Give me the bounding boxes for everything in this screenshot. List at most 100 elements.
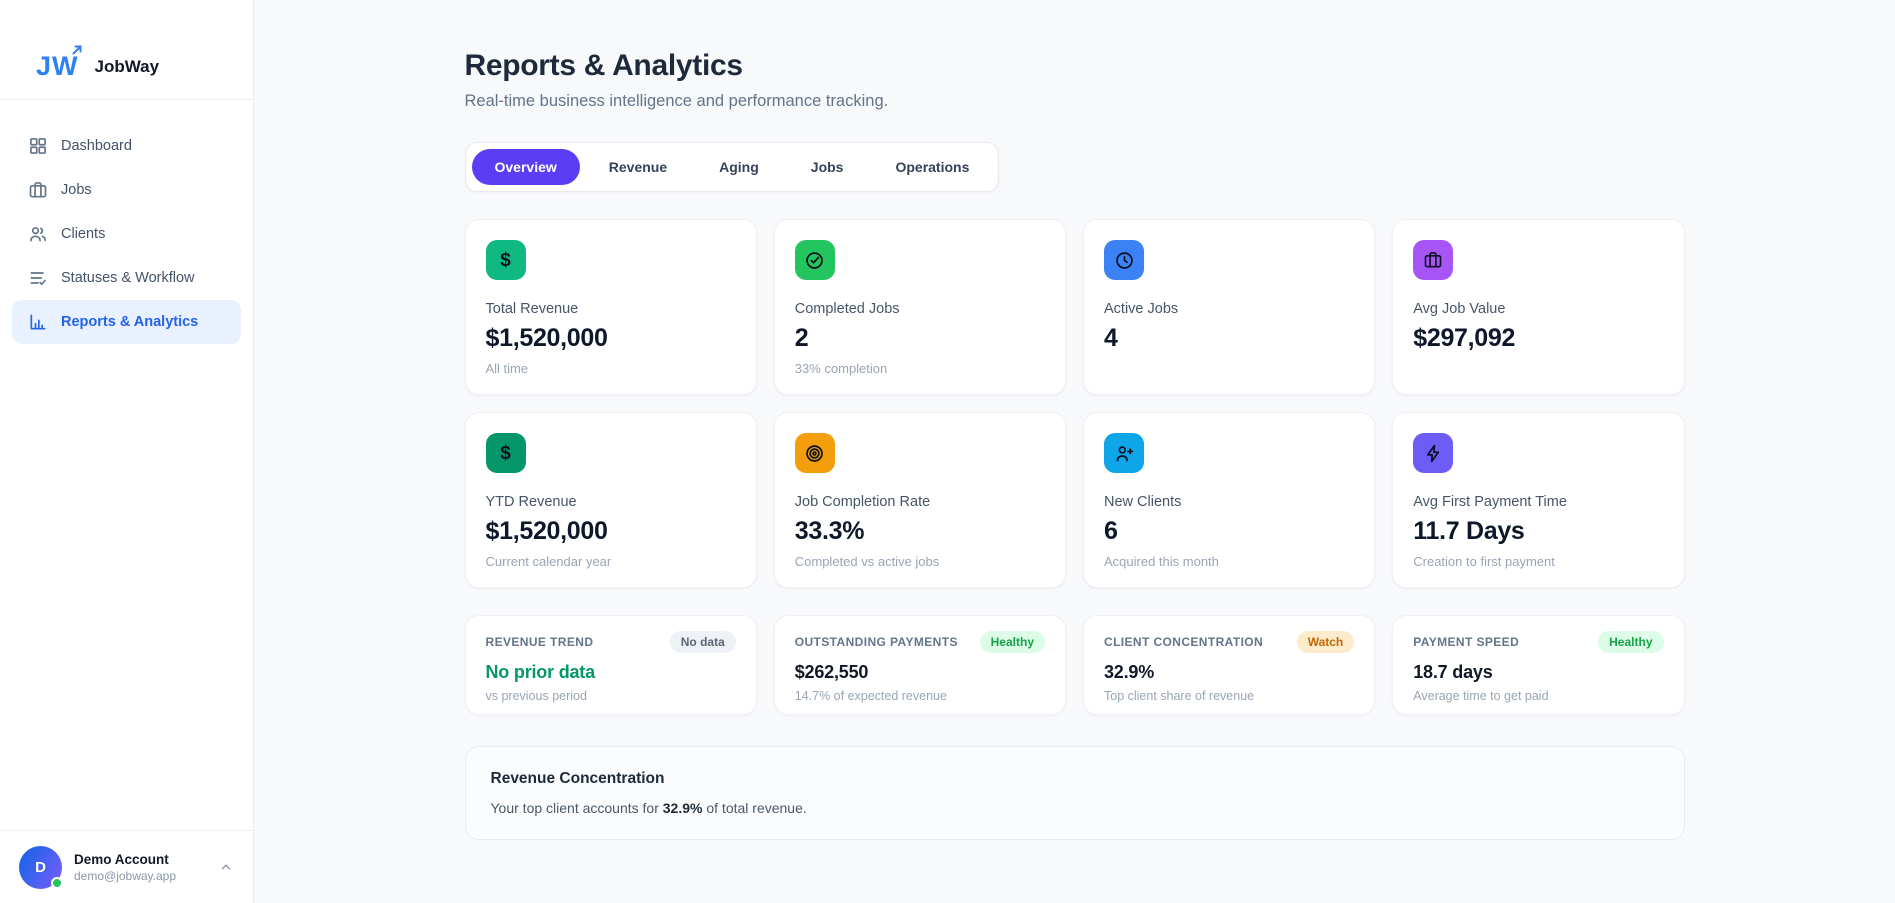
list-check-icon xyxy=(28,268,48,288)
stat-card-active-jobs: Active Jobs 4 xyxy=(1083,219,1376,395)
sidebar-divider xyxy=(0,99,253,100)
stat-card-ytd-revenue: $ YTD Revenue $1,520,000 Current calenda… xyxy=(464,412,757,588)
kpi-card-outstanding-payments: OUTSTANDING PAYMENTS Healthy $262,550 14… xyxy=(773,615,1066,715)
sidebar-item-statuses-workflow[interactable]: Statuses & Workflow xyxy=(12,256,241,300)
tab-jobs[interactable]: Jobs xyxy=(788,149,867,185)
chevron-up-icon[interactable] xyxy=(219,860,233,874)
stat-caption: Creation to first payment xyxy=(1413,554,1555,569)
sidebar-item-clients[interactable]: Clients xyxy=(12,212,241,256)
sidebar-nav: Dashboard Jobs Clients Statuses & Workfl… xyxy=(0,100,253,344)
account-name: Demo Account xyxy=(74,851,169,867)
stat-card-total-revenue: $ Total Revenue $1,520,000 All time xyxy=(464,219,757,395)
stat-value: 4 xyxy=(1104,324,1118,352)
stat-card-avg-first-payment-time: Avg First Payment Time 11.7 Days Creatio… xyxy=(1392,412,1685,588)
stat-label: YTD Revenue xyxy=(485,494,577,510)
stat-value: 11.7 Days xyxy=(1413,517,1525,545)
main-content: Reports & Analytics Real-time business i… xyxy=(254,0,1895,903)
kpi-value: No prior data xyxy=(485,662,596,682)
avatar: D xyxy=(19,845,63,889)
kpi-card-grid: REVENUE TREND No data No prior data vs p… xyxy=(464,615,1685,715)
stat-label: Active Jobs xyxy=(1104,301,1179,317)
sidebar-item-jobs[interactable]: Jobs xyxy=(12,168,241,212)
briefcase-icon xyxy=(1413,240,1454,280)
kpi-value: $262,550 xyxy=(794,662,869,682)
insight-text-highlight: 32.9% xyxy=(662,800,703,816)
stat-caption: Acquired this month xyxy=(1104,554,1219,569)
online-status-dot xyxy=(51,876,63,889)
stat-label: Avg First Payment Time xyxy=(1413,494,1567,510)
stat-value: 33.3% xyxy=(794,517,865,545)
stat-card-completed-jobs: Completed Jobs 2 33% completion xyxy=(773,219,1066,395)
kpi-caption: 14.7% of expected revenue xyxy=(794,689,947,703)
kpi-card-client-concentration: CLIENT CONCENTRATION Watch 32.9% Top cli… xyxy=(1083,615,1376,715)
stat-value: $1,520,000 xyxy=(485,517,608,545)
stat-label: New Clients xyxy=(1104,494,1182,510)
stat-label: Avg Job Value xyxy=(1413,301,1506,317)
page-subtitle: Real-time business intelligence and perf… xyxy=(464,92,889,110)
sidebar-item-dashboard[interactable]: Dashboard xyxy=(12,124,241,168)
revenue-concentration-card: Revenue Concentration Your top client ac… xyxy=(464,746,1685,840)
status-badge: Watch xyxy=(1296,631,1355,653)
stat-card-avg-job-value: Avg Job Value $297,092 xyxy=(1392,219,1685,395)
stat-caption: Current calendar year xyxy=(485,554,612,569)
kpi-caption: vs previous period xyxy=(485,689,587,703)
insight-text: Your top client accounts for 32.9% of to… xyxy=(491,800,1659,816)
grid-icon xyxy=(28,136,48,156)
clock-icon xyxy=(1104,240,1144,280)
insight-text-prefix: Your top client accounts for xyxy=(490,800,663,816)
tab-revenue[interactable]: Revenue xyxy=(586,149,690,185)
briefcase-icon xyxy=(28,180,48,200)
kpi-card-revenue-trend: REVENUE TREND No data No prior data vs p… xyxy=(464,615,757,715)
stat-value: $297,092 xyxy=(1413,324,1516,352)
status-badge: No data xyxy=(669,631,736,653)
kpi-label: CLIENT CONCENTRATION xyxy=(1104,635,1264,649)
sidebar-item-label: Dashboard xyxy=(61,138,132,154)
status-badge: Healthy xyxy=(979,631,1045,653)
sidebar-item-label: Statuses & Workflow xyxy=(61,270,195,286)
jobway-logo: JW xyxy=(36,45,81,82)
sidebar-item-label: Reports & Analytics xyxy=(61,314,199,330)
stat-label: Job Completion Rate xyxy=(794,494,931,510)
stat-label: Total Revenue xyxy=(485,301,579,317)
tab-overview[interactable]: Overview xyxy=(471,149,580,185)
lightning-icon xyxy=(1413,433,1454,473)
kpi-value: 18.7 days xyxy=(1413,662,1493,682)
account-meta: Demo Account demo@jobway.app xyxy=(74,852,207,883)
stat-value: $1,520,000 xyxy=(485,324,608,352)
sidebar: JW JobWay Dashboard Jobs Clients xyxy=(0,0,254,903)
stat-caption: Completed vs active jobs xyxy=(794,554,940,569)
check-circle-icon xyxy=(794,240,835,280)
stat-card-new-clients: New Clients 6 Acquired this month xyxy=(1083,412,1376,588)
logo-arrow-icon xyxy=(71,44,83,56)
kpi-label: REVENUE TREND xyxy=(485,635,594,649)
tab-aging[interactable]: Aging xyxy=(696,149,782,185)
bar-chart-icon xyxy=(28,312,48,332)
sidebar-item-label: Clients xyxy=(61,226,106,242)
page-title: Reports & Analytics xyxy=(464,49,744,82)
stat-card-grid: $ Total Revenue $1,520,000 All time Comp… xyxy=(464,219,1685,588)
stat-label: Completed Jobs xyxy=(794,301,900,317)
dollar-icon: $ xyxy=(485,240,526,280)
sidebar-item-reports-analytics[interactable]: Reports & Analytics xyxy=(12,300,241,344)
logo-text: JW xyxy=(36,51,79,81)
dollar-icon: $ xyxy=(485,433,526,473)
brand-header: JW JobWay xyxy=(0,0,253,99)
status-badge: Healthy xyxy=(1598,631,1664,653)
kpi-card-payment-speed: PAYMENT SPEED Healthy 18.7 days Average … xyxy=(1392,615,1685,715)
kpi-caption: Top client share of revenue xyxy=(1104,689,1255,703)
stat-value: 2 xyxy=(794,324,809,352)
insight-title: Revenue Concentration xyxy=(490,770,665,787)
insight-text-suffix: of total revenue. xyxy=(702,800,807,816)
tab-operations[interactable]: Operations xyxy=(872,149,992,185)
kpi-value: 32.9% xyxy=(1104,662,1155,682)
stat-caption: 33% completion xyxy=(794,361,888,376)
stat-card-job-completion-rate: Job Completion Rate 33.3% Completed vs a… xyxy=(773,412,1066,588)
account-menu[interactable]: D Demo Account demo@jobway.app xyxy=(0,830,253,903)
stat-caption xyxy=(1413,361,1663,376)
kpi-caption: Average time to get paid xyxy=(1413,689,1549,703)
stat-caption xyxy=(1104,361,1354,376)
stat-caption: All time xyxy=(485,361,529,376)
report-tabs: Overview Revenue Aging Jobs Operations xyxy=(464,142,1000,192)
user-plus-icon xyxy=(1104,433,1144,473)
sidebar-item-label: Jobs xyxy=(61,182,92,198)
